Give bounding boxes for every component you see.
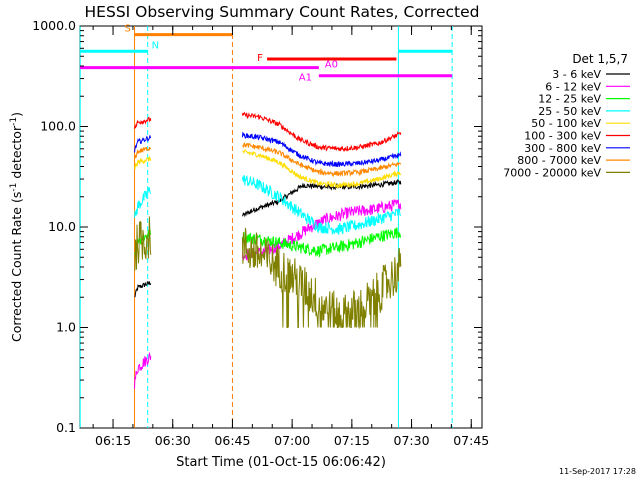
series-line-7-seg1: [134, 146, 152, 159]
legend-label-7: 800 - 7000 keV: [517, 154, 601, 167]
x-tick-label: 07:00: [274, 433, 310, 448]
y-axis-ticks: 0.1 1.0 10.0 100.0 1000.0: [32, 18, 482, 435]
flag-bars: S N F A0 A1: [80, 24, 453, 84]
legend-label-1: 6 - 12 keV: [545, 80, 601, 93]
flag-label-a0: A0: [325, 60, 338, 71]
chart-title: HESSI Observing Summary Count Rates, Cor…: [85, 3, 480, 21]
x-tick-label: 06:30: [155, 433, 191, 448]
series-line-5-seg2: [241, 111, 402, 152]
x-tick-label: 07:30: [394, 433, 430, 448]
x-tick-label: 06:15: [95, 433, 131, 448]
vertical-marker-lines: [79, 26, 453, 428]
data-series: [134, 111, 402, 389]
legend-label-6: 300 - 800 keV: [524, 142, 601, 155]
y-tick-label: 100.0: [40, 119, 76, 134]
legend-label-8: 7000 - 20000 keV: [503, 166, 601, 179]
y-tick-label: 0.1: [56, 420, 76, 435]
series-line-4-seg2: [242, 149, 402, 190]
series-line-3-seg2: [241, 175, 401, 235]
series-line-0-seg1: [134, 281, 152, 298]
x-tick-label: 07:15: [334, 433, 370, 448]
series-line-1-seg2: [241, 198, 402, 261]
legend-label-5: 100 - 300 keV: [524, 130, 601, 143]
legend-label-4: 50 - 100 keV: [531, 117, 601, 130]
series-line-8-seg2: [241, 227, 402, 330]
series-line-4-seg1: [134, 156, 152, 170]
flag-label-a1: A1: [299, 73, 312, 84]
flag-label-n: N: [152, 40, 159, 51]
flag-label-s: S: [125, 24, 131, 35]
y-axis-label: Corrected Count Rate (s-1 detector-1): [9, 112, 24, 342]
series-line-2-seg2: [241, 227, 402, 258]
x-axis-label: Start Time (01-Oct-15 06:06:42): [176, 455, 386, 470]
x-tick-label: 07:45: [453, 433, 489, 448]
x-axis-ticks: 06:15 06:30 06:45 07:00 07:15 07:30 07:45: [92, 26, 489, 448]
y-tick-label: 1.0: [56, 320, 76, 335]
series-line-6-seg2: [241, 131, 402, 168]
flag-label-f: F: [257, 53, 263, 64]
x-tick-label: 06:45: [214, 433, 250, 448]
series-line-3-seg1: [134, 187, 151, 218]
legend-label-2: 12 - 25 keV: [538, 93, 601, 106]
series-line-1-seg1: [134, 351, 152, 389]
y-tick-label: 1000.0: [32, 18, 76, 33]
series-line-6-seg1: [134, 135, 152, 153]
series-line-8-seg1: [134, 216, 152, 271]
legend-label-0: 3 - 6 keV: [552, 68, 601, 81]
series-line-0-seg2: [241, 178, 402, 218]
legend-title: Det 1,5,7: [572, 52, 628, 66]
timestamp: 11-Sep-2017 17:28: [559, 467, 636, 476]
legend-label-3: 25 - 50 keV: [538, 105, 601, 118]
y-tick-label: 10.0: [48, 219, 76, 234]
series-line-7-seg2: [242, 142, 402, 178]
series-line-5-seg1: [134, 116, 152, 129]
